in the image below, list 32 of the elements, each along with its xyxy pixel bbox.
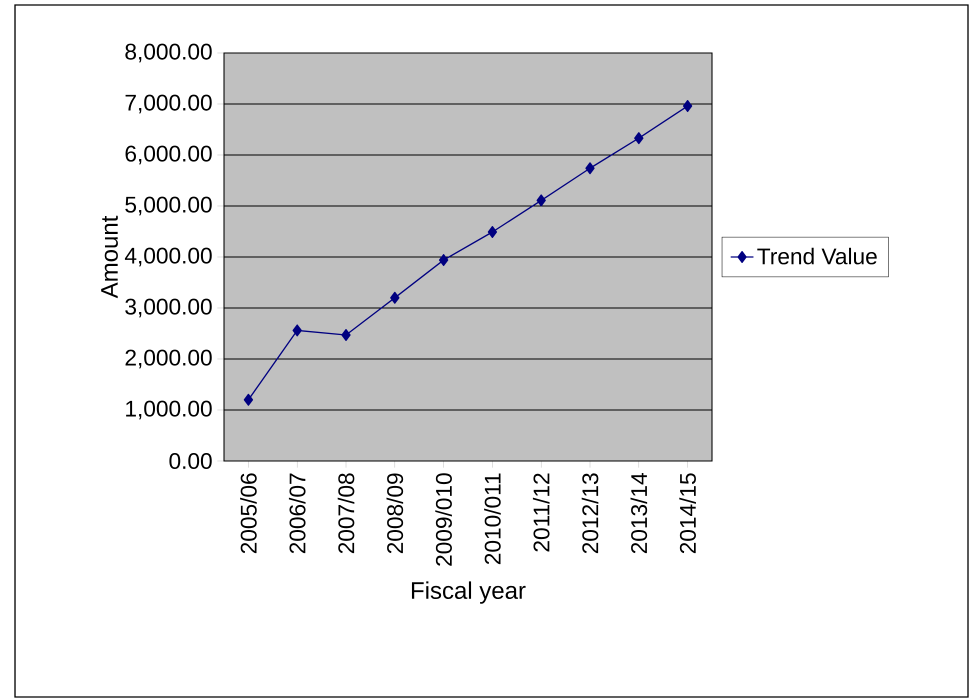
x-tick-label: 2005/06 xyxy=(240,473,257,554)
y-tick-label: 6,000.00 xyxy=(126,146,212,164)
y-axis-title: Amount xyxy=(101,216,118,298)
x-tick-label: 2010/011 xyxy=(484,473,501,564)
x-tick-label: 2009/010 xyxy=(435,473,452,566)
point xyxy=(292,324,302,336)
x-tick-label: 2008/09 xyxy=(386,473,404,554)
point xyxy=(244,394,254,406)
x-tick-label: 2006/07 xyxy=(288,474,306,554)
point xyxy=(536,194,546,206)
x-tick-label: 2007/08 xyxy=(338,473,354,554)
point xyxy=(488,226,498,238)
y-tick-label: 7,000.00 xyxy=(126,94,212,114)
x-axis-title: Fiscal year xyxy=(412,581,526,604)
point xyxy=(390,292,400,304)
point xyxy=(682,100,692,112)
y-tick-label: 5,000.00 xyxy=(125,196,212,216)
legend-label: Trend Value xyxy=(757,248,877,264)
y-tick-label: 3,000.00 xyxy=(125,298,212,318)
y-tick-label: 8,000.00 xyxy=(125,44,212,62)
x-tick-label: 2011/12 xyxy=(532,474,550,552)
x-tick-label: 2012/13 xyxy=(582,473,598,554)
y-tick-label: 0.00 xyxy=(169,452,212,470)
x-tick-label: 2014/15 xyxy=(679,473,696,554)
x-tick-label: 2013/14 xyxy=(630,473,648,554)
point xyxy=(438,254,448,266)
y-tick-label: 1,000.00 xyxy=(126,400,212,420)
point xyxy=(585,162,595,174)
y-tick-label: 4,000.00 xyxy=(124,248,212,266)
point xyxy=(634,132,644,144)
point xyxy=(341,329,351,342)
y-tick-label: 2,000.00 xyxy=(126,350,212,368)
